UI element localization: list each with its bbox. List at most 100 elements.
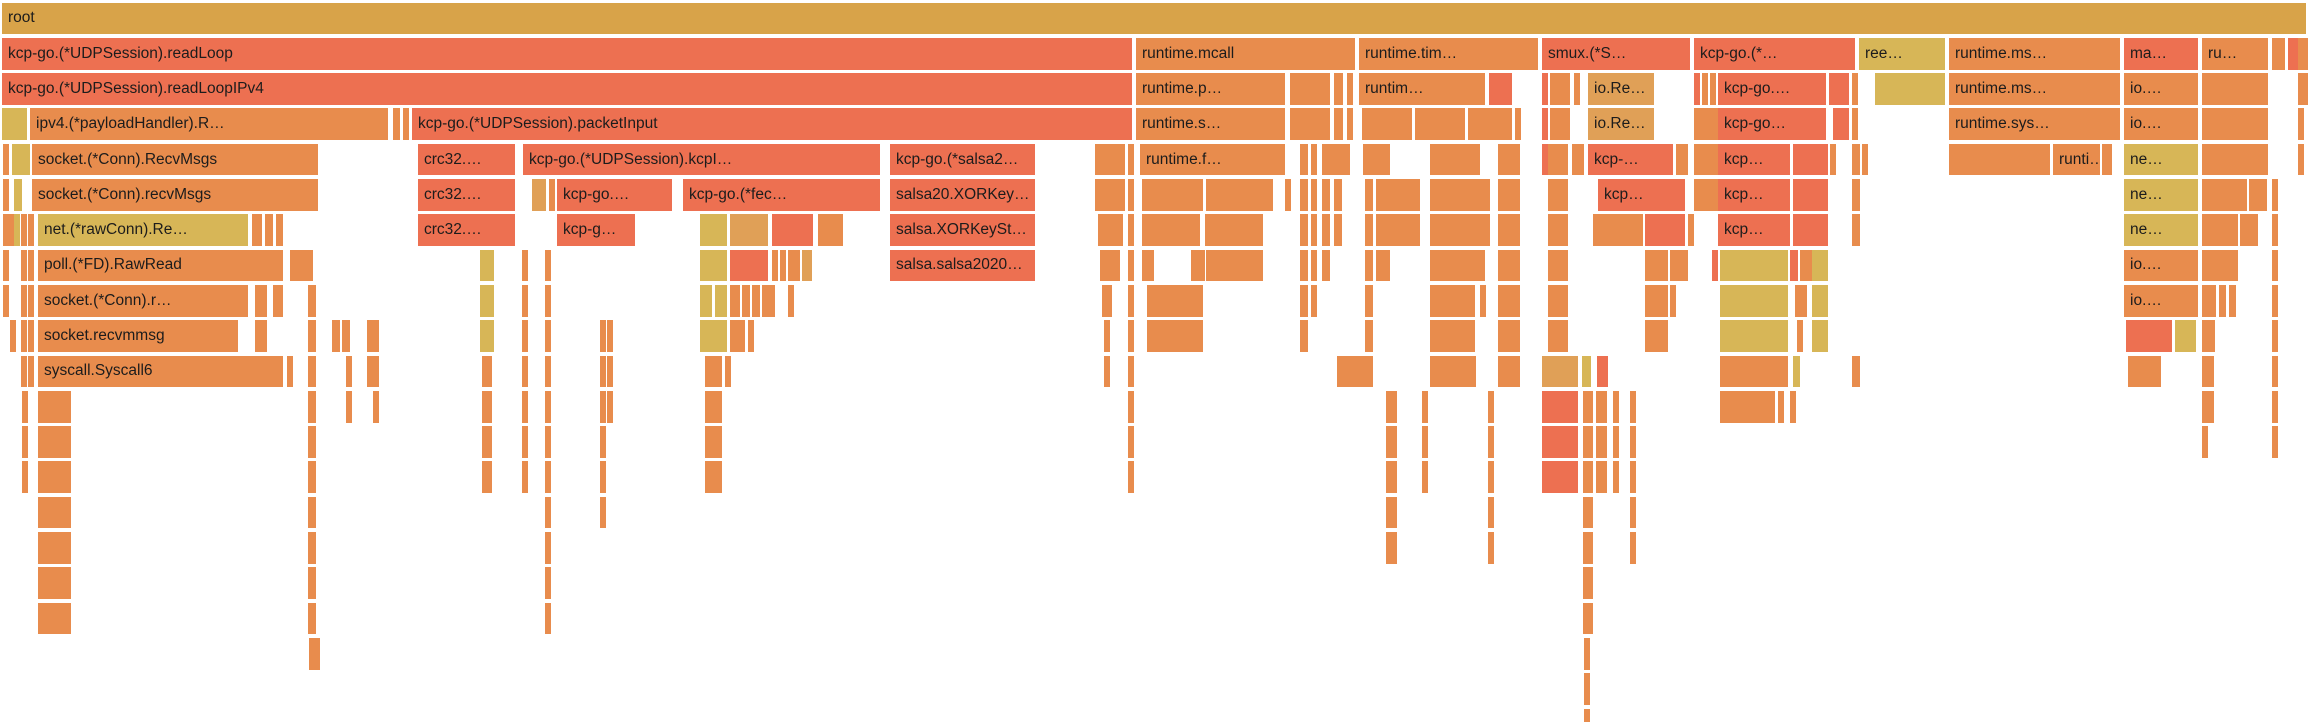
frame-bar[interactable] [1613,461,1619,494]
frame-bar[interactable] [22,390,28,423]
frame-bar[interactable] [1574,73,1580,105]
frame-bar[interactable] [545,284,551,317]
frame-bar[interactable] [1778,390,1784,423]
frame-bar[interactable] [1797,320,1803,352]
frame-bar[interactable] [1376,249,1390,282]
frame-bar[interactable] [818,214,843,247]
frame-bar[interactable]: kcp-g… [557,214,635,247]
frame-bar[interactable] [2106,143,2112,176]
frame-bar[interactable] [700,249,727,282]
frame-bar[interactable]: socket.(*Conn).RecvMsgs [32,143,318,176]
frame-bar[interactable]: ne… [2124,214,2198,247]
frame-bar[interactable] [780,249,786,282]
frame-bar[interactable] [1630,496,1636,529]
frame-bar[interactable] [1682,143,1688,176]
frame-bar[interactable] [1645,320,1668,352]
frame-bar[interactable] [482,355,492,388]
frame-bar[interactable] [2293,37,2299,70]
frame-bar[interactable] [1706,143,1712,176]
frame-bar[interactable] [1548,284,1568,317]
frame-bar[interactable]: net.(*rawConn).Re… [38,214,248,247]
frame-bar[interactable] [308,496,316,529]
frame-bar[interactable] [2202,214,2238,247]
frame-bar[interactable] [1583,390,1589,423]
frame-bar[interactable] [522,461,528,494]
frame-bar[interactable] [705,426,722,458]
frame-bar[interactable]: socket.recvmmsg [38,320,238,352]
frame-bar[interactable] [1720,355,1788,388]
frame-bar[interactable] [532,179,546,211]
frame-bar[interactable] [2208,355,2214,388]
frame-bar[interactable]: kcp-go.… [1718,73,1826,105]
frame-bar[interactable] [545,602,551,635]
frame-bar[interactable] [308,390,316,423]
frame-bar[interactable] [1542,143,1548,176]
frame-bar[interactable] [522,320,528,352]
frame-bar[interactable] [1542,108,1548,141]
frame-bar[interactable] [21,214,27,247]
frame-bar[interactable] [1430,143,1480,176]
frame-bar[interactable] [1347,108,1353,141]
frame-bar[interactable] [1128,355,1134,388]
frame-bar[interactable] [545,532,551,564]
frame-bar[interactable] [2272,179,2278,211]
frame-bar[interactable] [1582,355,1591,388]
frame-bar[interactable] [772,249,778,282]
frame-bar[interactable] [1206,249,1263,282]
frame-bar[interactable] [290,249,313,282]
frame-bar[interactable] [1430,214,1490,247]
frame-bar[interactable] [788,284,794,317]
frame-bar[interactable] [1949,143,2050,176]
frame-bar[interactable] [1430,179,1490,211]
frame-bar[interactable] [1334,179,1342,211]
frame-bar[interactable] [2298,37,2308,70]
frame-bar[interactable] [1147,284,1203,317]
frame-bar[interactable] [1386,461,1397,494]
frame-bar[interactable] [1480,284,1486,317]
frame-bar[interactable] [287,355,293,388]
frame-bar[interactable] [715,284,727,317]
frame-bar[interactable] [1362,108,1412,141]
frame-bar[interactable] [482,461,492,494]
frame-bar[interactable] [314,637,320,670]
frame-bar[interactable]: kcp-… [1588,143,1673,176]
frame-bar[interactable] [2202,426,2208,458]
frame-bar[interactable] [1128,320,1134,352]
frame-bar[interactable] [1720,284,1788,317]
frame-bar[interactable] [1852,108,1858,141]
frame-bar[interactable] [700,320,727,352]
frame-bar[interactable] [1812,284,1828,317]
frame-bar[interactable] [2249,179,2267,211]
frame-bar[interactable] [2202,179,2247,211]
frame-bar[interactable]: io.… [2124,73,2198,105]
frame-bar[interactable] [1630,426,1636,458]
frame-bar[interactable] [522,390,528,423]
frame-bar[interactable] [38,532,71,564]
frame-bar[interactable] [1334,73,1343,105]
frame-bar[interactable] [1347,73,1353,105]
frame-bar[interactable] [1613,390,1619,423]
frame-bar[interactable] [308,355,316,388]
frame-bar[interactable] [21,320,27,352]
frame-bar[interactable] [1645,249,1668,282]
frame-bar[interactable] [255,249,267,282]
frame-bar[interactable] [1829,73,1849,105]
frame-bar[interactable] [1875,73,1945,105]
frame-bar[interactable] [1694,143,1700,176]
frame-bar[interactable]: kcp… [1718,214,1790,247]
frame-bar[interactable] [1613,426,1619,458]
frame-bar[interactable] [2288,37,2294,70]
frame-bar[interactable] [1583,426,1589,458]
frame-bar[interactable]: kcp-go.(*salsa2… [890,143,1035,176]
frame-bar[interactable] [705,461,722,494]
frame-bar[interactable] [1706,179,1712,211]
frame-bar[interactable] [1548,249,1568,282]
frame-bar[interactable] [600,461,606,494]
frame-bar[interactable]: kcp-go.(*UDPSession).kcpI… [523,143,880,176]
frame-bar[interactable] [522,426,528,458]
frame-bar[interactable] [1489,73,1512,105]
frame-bar[interactable] [1676,249,1682,282]
frame-bar[interactable] [1104,320,1110,352]
frame-bar[interactable] [600,320,606,352]
frame-bar[interactable] [255,320,267,352]
